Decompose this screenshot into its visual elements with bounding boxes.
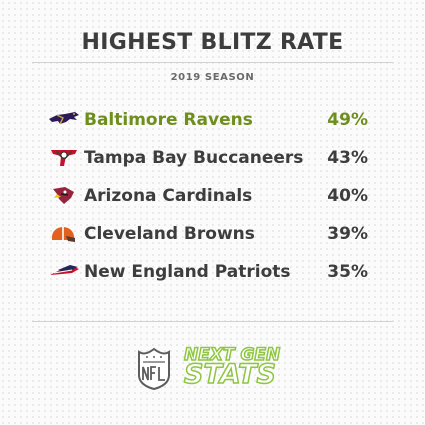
table-row: Tampa Bay Buccaneers 43% <box>48 146 368 172</box>
ravens-logo-icon <box>49 112 79 125</box>
cardinals-logo-icon <box>53 187 74 204</box>
table-row: New England Patriots 35% <box>48 260 368 286</box>
table-row: Arizona Cardinals 40% <box>48 184 368 210</box>
buccaneers-logo-icon <box>51 150 77 166</box>
table-row: Baltimore Ravens 49% <box>48 108 368 134</box>
nfl-shield-icon <box>138 347 170 391</box>
chart-title: HIGHEST BLITZ RATE <box>81 30 344 55</box>
team-name: Tampa Bay Buccaneers <box>84 148 304 168</box>
team-name: Arizona Cardinals <box>84 186 253 206</box>
browns-logo-icon <box>52 227 75 242</box>
brand-line-2: STATS <box>183 358 276 391</box>
next-gen-stats-brand: NEXT GEN STATS <box>136 344 296 395</box>
top-divider <box>32 62 393 63</box>
blitz-rate-value: 49% <box>327 110 368 130</box>
team-name: Cleveland Browns <box>84 224 255 244</box>
blitz-rate-value: 35% <box>327 262 368 282</box>
team-name: New England Patriots <box>84 262 291 282</box>
table-row: Cleveland Browns 39% <box>48 222 368 248</box>
brand-line-1: NEXT GEN <box>183 344 281 366</box>
blitz-rate-value: 40% <box>327 186 368 206</box>
team-name: Baltimore Ravens <box>84 110 253 130</box>
bottom-divider <box>32 321 393 322</box>
chart-subtitle: 2019 SEASON <box>170 72 255 83</box>
patriots-logo-icon <box>50 265 79 275</box>
blitz-rate-value: 39% <box>327 224 368 244</box>
blitz-rate-value: 43% <box>327 148 368 168</box>
